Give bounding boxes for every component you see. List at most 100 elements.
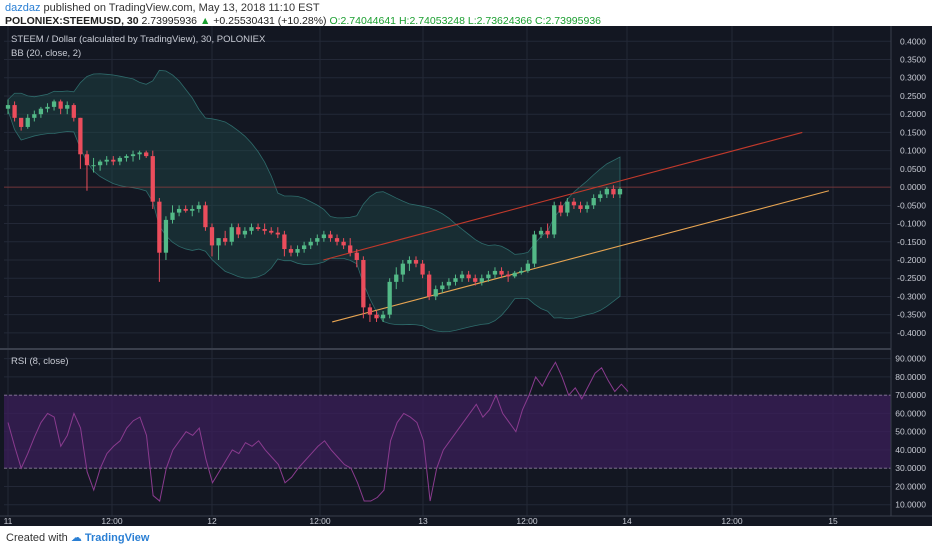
candle-body — [288, 249, 294, 253]
candle-body — [137, 152, 142, 155]
candle-body — [519, 270, 524, 273]
candle-body — [275, 232, 280, 235]
candle-body — [387, 281, 392, 315]
candle-body — [499, 270, 504, 275]
y-tick-label: -0.1000 — [897, 219, 926, 229]
tradingview-logo-icon: ☁ — [70, 532, 82, 544]
candle-body — [229, 227, 234, 242]
candle-body — [492, 270, 498, 275]
rsi-band — [4, 395, 891, 469]
candle-body — [209, 227, 215, 246]
candle-body — [413, 259, 419, 264]
candle-body — [25, 117, 30, 127]
time-axis — [0, 516, 932, 526]
rsi-legend: RSI (8, close) — [11, 356, 69, 367]
y-tick-label: 0.3000 — [900, 73, 926, 83]
candle-body — [71, 105, 76, 118]
rsi-tick-label: 60.0000 — [895, 408, 926, 418]
candle-body — [598, 194, 603, 199]
up-arrow-icon: ▲ — [199, 15, 211, 27]
main-legend: STEEM / Dollar (calculated by TradingVie… — [11, 34, 266, 45]
candle-body — [420, 263, 425, 275]
rsi-tick-label: 90.0000 — [895, 354, 926, 364]
candle-body — [249, 227, 254, 231]
price-chart[interactable]: 0.4000 0.3500 0.3000 0.2500 0.2000 0.1500 0.10… — [0, 26, 932, 526]
y-tick-label: 0.0500 — [900, 164, 926, 174]
x-tick-label: 11 — [4, 516, 13, 526]
low-value: L:2.73624366 — [467, 15, 533, 27]
candle-body — [459, 274, 465, 279]
x-tick-label: 12:00 — [309, 516, 331, 526]
candle-body — [5, 105, 11, 109]
candle-body — [282, 234, 287, 250]
y-tick-label: 0.4000 — [900, 36, 926, 46]
y-tick-label: 0.2500 — [900, 91, 926, 101]
candle-body — [525, 263, 531, 271]
tradingview-brand[interactable]: TradingView — [84, 532, 150, 544]
last-price: 2.73995936 — [141, 15, 198, 27]
candle-body — [130, 154, 136, 157]
candle-body — [58, 101, 63, 109]
candle-body — [367, 307, 373, 315]
candle-body — [552, 205, 557, 235]
candle-body — [157, 201, 162, 253]
candle-body — [97, 161, 103, 166]
x-tick-label: 12:00 — [516, 516, 538, 526]
bb-legend: BB (20, close, 2) — [11, 48, 81, 59]
trendline-red — [323, 131, 803, 261]
rsi-line — [7, 361, 629, 502]
high-value: H:2.74053248 — [398, 15, 465, 27]
candle-body — [117, 157, 123, 162]
x-tick-label: 12 — [207, 516, 217, 526]
candle-body — [223, 238, 228, 242]
candle-body — [354, 252, 359, 260]
candle-body — [604, 188, 609, 195]
y-tick-label: 0.1500 — [900, 127, 926, 137]
candle-body — [394, 274, 399, 282]
candle-body — [183, 208, 188, 211]
open-value: O:2.74044641 — [329, 15, 397, 27]
candle-body — [242, 230, 248, 235]
candle-body — [65, 105, 70, 109]
candle-body — [203, 205, 208, 228]
rsi-tick-label: 20.0000 — [895, 481, 926, 491]
symbol-line: POLONIEX:STEEMUSD, 30 2.73995936 ▲ +0.25… — [5, 15, 601, 27]
rsi-tick-label: 40.0000 — [895, 445, 926, 455]
candle-body — [361, 259, 366, 308]
candle-body — [170, 212, 175, 220]
y-tick-label: -0.1500 — [897, 237, 926, 247]
candle-body — [190, 208, 195, 211]
candle-body — [505, 274, 511, 277]
publisher-link[interactable]: dazdaz — [5, 2, 41, 14]
candle-body — [466, 274, 471, 279]
candle-body — [565, 201, 570, 213]
rsi-tick-label: 10.0000 — [895, 500, 926, 510]
y-tick-label: -0.0500 — [897, 200, 926, 210]
rsi-tick-label: 80.0000 — [895, 372, 926, 382]
price-change: +0.25530431 (+10.28%) — [213, 15, 327, 27]
trendlines — [323, 131, 830, 323]
candle-body — [295, 249, 300, 253]
candle-body — [545, 230, 550, 235]
candle-body — [38, 108, 44, 115]
candle-body — [255, 227, 261, 230]
candle-body — [617, 188, 623, 195]
candle-body — [486, 274, 491, 279]
candle-body — [479, 278, 484, 282]
rsi-tick-label: 30.0000 — [895, 463, 926, 473]
candle-body — [374, 314, 379, 319]
created-with-label: Created with — [6, 532, 68, 544]
candle-body — [400, 263, 405, 275]
candle-body — [269, 230, 274, 233]
candle-body — [341, 241, 346, 246]
trendline-orange — [332, 190, 830, 323]
candle-body — [473, 278, 478, 282]
candle-body — [578, 205, 583, 209]
candle-body — [558, 205, 563, 213]
bb-band — [7, 69, 621, 333]
x-tick-label: 12:00 — [101, 516, 123, 526]
x-tick-label: 15 — [828, 516, 838, 526]
candle-body — [308, 241, 313, 246]
axes: 0.4000 0.3500 0.3000 0.2500 0.2000 0.1500 0.10… — [0, 26, 932, 526]
y-tick-label: -0.3500 — [897, 310, 926, 320]
